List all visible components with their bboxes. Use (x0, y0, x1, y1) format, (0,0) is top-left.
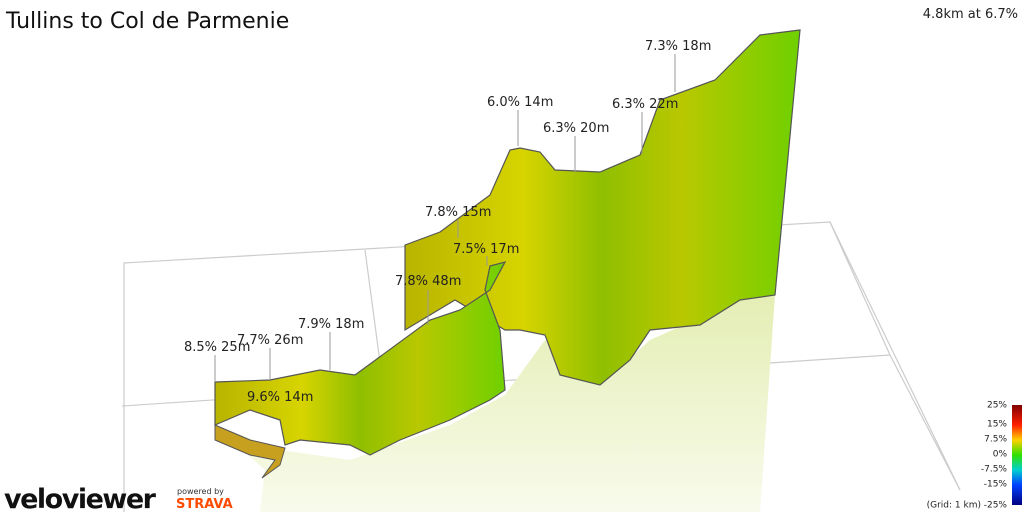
powered-by: powered by (177, 487, 224, 496)
legend-label: -15% (984, 480, 1008, 490)
leader-lines (214, 54, 676, 382)
annotation: 7.8% 15m (425, 205, 491, 220)
annotation: 7.9% 18m (298, 317, 364, 332)
annotation: 6.3% 22m (612, 97, 678, 112)
annotation: 7.3% 18m (645, 39, 711, 54)
legend-label: 7.5% (984, 435, 1007, 445)
annotation: 7.8% 48m (395, 274, 461, 289)
elevation-wall-back (404, 29, 801, 386)
gradient-scale (1012, 405, 1022, 505)
legend-label: 25% (987, 401, 1007, 411)
annotation: 8.5% 25m (184, 340, 250, 355)
legend-label: 0% (993, 450, 1008, 460)
annotation: 6.0% 14m (487, 95, 553, 110)
reflection (215, 295, 775, 512)
annotation: 7.5% 17m (453, 242, 519, 257)
annotation: 7.7% 26m (237, 333, 303, 348)
logo: veloviewer (4, 484, 157, 512)
legend-label: 15% (987, 420, 1007, 430)
elevation-wall-start (214, 424, 286, 479)
annotation: 6.3% 20m (543, 121, 609, 136)
legend-label: -25% (984, 501, 1008, 511)
annotation: 9.6% 14m (247, 390, 313, 405)
grid-note: (Grid: 1 km) (927, 501, 981, 511)
legend-label: -7.5% (981, 465, 1008, 475)
elevation-wall-front (214, 261, 507, 456)
summary: 4.8km at 6.7% (923, 7, 1018, 22)
strava-logo: STRAVA (176, 497, 233, 512)
title: Tullins to Col de Parmenie (5, 9, 289, 34)
